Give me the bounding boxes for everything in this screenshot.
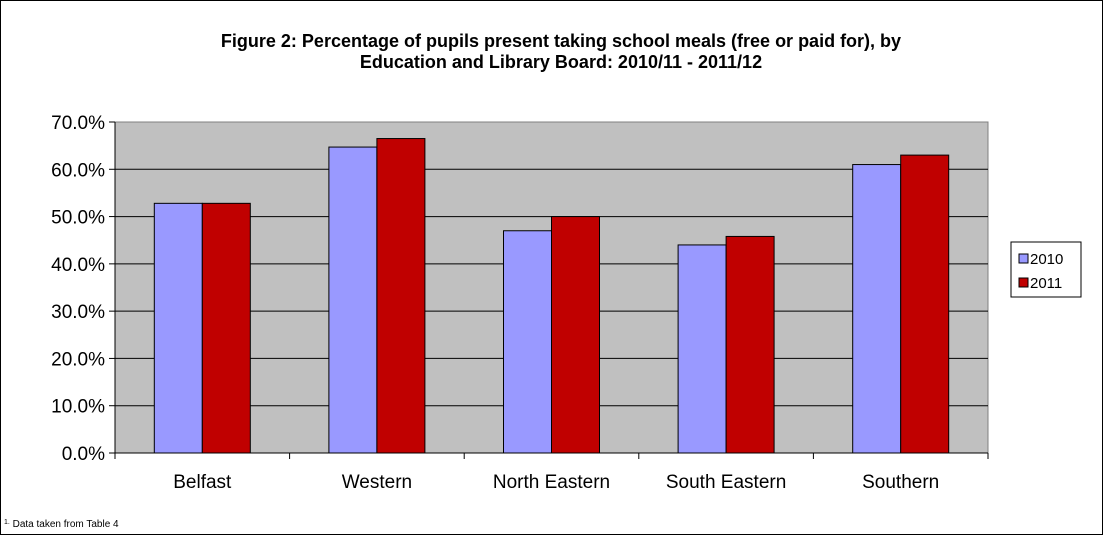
bar-2010-south-eastern bbox=[677, 244, 727, 454]
x-axis: Belfast Western North Eastern South Eastern… bbox=[114, 452, 989, 493]
y-tick-label: 70.0% bbox=[51, 113, 105, 134]
legend-box bbox=[1010, 241, 1082, 298]
bar-2010-north-eastern bbox=[503, 230, 552, 454]
bars bbox=[153, 138, 950, 454]
y-tick-label: 0.0% bbox=[62, 444, 105, 465]
legend-label-2011: 2011 bbox=[1030, 275, 1062, 292]
footnote: 1. Data taken from Table 4 bbox=[4, 519, 119, 530]
x-category-label: South Eastern bbox=[666, 472, 786, 493]
bar-2011-belfast bbox=[201, 202, 251, 454]
legend-swatch-2011 bbox=[1018, 277, 1029, 288]
y-tick-label: 60.0% bbox=[51, 160, 105, 181]
legend-swatch-2010 bbox=[1018, 253, 1029, 264]
bar-2010-western bbox=[328, 146, 378, 454]
chart-title: Figure 2: Percentage of pupils present t… bbox=[61, 31, 1061, 73]
chart-title-line-1: Figure 2: Percentage of pupils present t… bbox=[220, 31, 902, 51]
y-tick-label: 20.0% bbox=[51, 349, 105, 370]
y-tick-label: 10.0% bbox=[51, 397, 105, 418]
chart-title-line-2: Education and Library Board: 2010/11 - 2… bbox=[359, 52, 763, 72]
bar-2011-south-eastern bbox=[725, 235, 775, 454]
y-tick-label: 50.0% bbox=[51, 208, 105, 229]
bar-2010-southern bbox=[852, 164, 902, 454]
footnote-text: Data taken from Table 4 bbox=[9, 519, 119, 530]
y-tick-label: 30.0% bbox=[51, 302, 105, 323]
x-category-label: Southern bbox=[862, 472, 939, 493]
y-axis: 0.0% 10.0% 20.0% 30.0% 40.0% 50.0% 60.0% 70.0% bbox=[51, 113, 116, 465]
legend-label-2010: 2010 bbox=[1030, 251, 1063, 268]
footnote-marker: 1. bbox=[4, 519, 10, 526]
x-category-label: Belfast bbox=[173, 472, 232, 493]
legend: 2010 2011 bbox=[1010, 241, 1082, 298]
bar-2011-western bbox=[376, 138, 426, 454]
bar-2011-southern bbox=[900, 154, 950, 454]
bar-2011-north-eastern bbox=[551, 216, 600, 454]
bar-2010-belfast bbox=[153, 202, 203, 454]
x-category-label: Western bbox=[342, 472, 412, 493]
x-category-label: North Eastern bbox=[493, 472, 610, 493]
y-tick-label: 40.0% bbox=[51, 255, 105, 276]
